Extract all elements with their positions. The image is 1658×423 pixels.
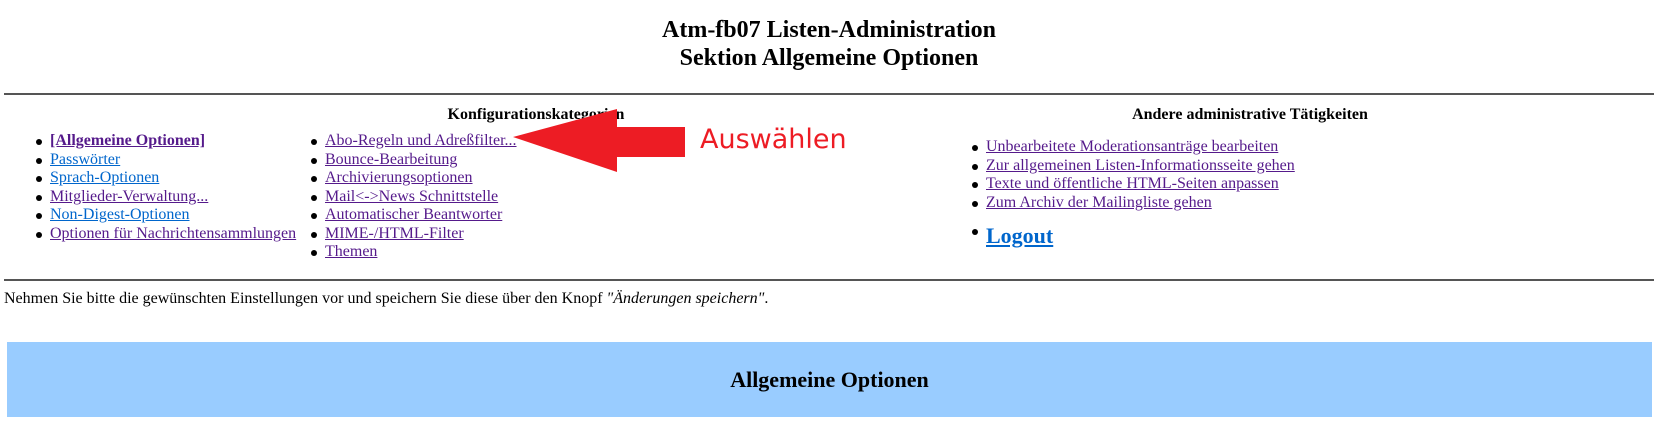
link-moderation[interactable]: Unbearbeitete Moderationsanträge bearbei… [986, 138, 1279, 155]
link-general-options[interactable]: [Allgemeine Optionen] [50, 132, 206, 149]
divider [4, 93, 1654, 95]
list-item: Mail<->News Schnittstelle [311, 188, 517, 207]
link-archive[interactable]: Archivierungsoptionen [325, 169, 473, 186]
link-passwords[interactable]: Passwörter [50, 150, 121, 168]
annotation-label: Auswählen [700, 124, 847, 155]
list-item: Sprach-Optionen [36, 169, 296, 188]
note-emphasis: "Änderungen speichern" [606, 290, 765, 307]
list-item: Passwörter [36, 151, 296, 170]
link-digest[interactable]: Optionen für Nachrichtensammlungen [50, 224, 297, 242]
note-end: . [764, 290, 769, 307]
config-left-list: [Allgemeine Optionen] Passwörter Sprach-… [36, 132, 296, 243]
link-archive-view[interactable]: Zum Archiv der Mailingliste gehen [986, 193, 1212, 211]
divider [4, 279, 1654, 281]
link-listinfo[interactable]: Zur allgemeinen Listen-Informationsseite… [986, 156, 1295, 174]
other-heading: Andere administrative Tätigkeiten [1132, 106, 1368, 123]
list-item: Themen [311, 243, 517, 262]
link-bounce[interactable]: Bounce-Bearbeitung [325, 150, 458, 168]
config-right-list: Abo-Regeln und Adreßfilter... Bounce-Bea… [311, 132, 517, 262]
list-item: MIME-/HTML-Filter [311, 225, 517, 244]
arrow-shape [513, 109, 685, 172]
note-text: Nehmen Sie bitte die gewünschten Einstel… [4, 290, 607, 307]
list-item: [Allgemeine Optionen] [36, 132, 296, 151]
list-item: Unbearbeitete Moderationsanträge bearbei… [972, 138, 1490, 157]
list-item: Texte und öffentliche HTML-Seiten anpass… [972, 175, 1490, 194]
logout-link[interactable]: Logout [986, 223, 1054, 248]
link-gateway[interactable]: Mail<->News Schnittstelle [325, 187, 499, 205]
link-mime[interactable]: MIME-/HTML-Filter [325, 224, 464, 242]
link-members[interactable]: Mitglieder-Verwaltung... [50, 187, 209, 205]
list-item: Mitglieder-Verwaltung... [36, 188, 296, 207]
list-item: Bounce-Bearbeitung [311, 151, 517, 170]
list-item: Zur allgemeinen Listen-Informationsseite… [972, 157, 1490, 176]
config-heading: Konfigurationskategorien [447, 106, 625, 123]
other-list: Unbearbeitete Moderationsanträge bearbei… [972, 138, 1490, 253]
list-item: Zum Archiv der Mailingliste gehen [972, 194, 1490, 213]
list-item: Abo-Regeln und Adreßfilter... [311, 132, 517, 151]
link-privacy[interactable]: Abo-Regeln und Adreßfilter... [325, 132, 517, 149]
subtitle: Sektion Allgemeine Optionen [679, 45, 979, 71]
list-item: Optionen für Nachrichtensammlungen [36, 225, 296, 244]
link-edit-html[interactable]: Texte und öffentliche HTML-Seiten anpass… [986, 175, 1279, 192]
red-arrow-icon [513, 109, 685, 172]
link-topics[interactable]: Themen [325, 243, 378, 260]
link-language[interactable]: Sprach-Optionen [50, 169, 160, 186]
page-title: Atm-fb07 Listen-Administration Sektion Al… [0, 16, 1658, 72]
list-item: Non-Digest-Optionen [36, 206, 296, 225]
link-autoreply[interactable]: Automatischer Beantworter [325, 206, 503, 223]
list-item: Automatischer Beantworter [311, 206, 517, 225]
title: Atm-fb07 Listen-Administration [662, 17, 996, 43]
section-header: Allgemeine Optionen [7, 342, 1652, 417]
instruction-text: Nehmen Sie bitte die gewünschten Einstel… [4, 290, 768, 308]
link-nondigest[interactable]: Non-Digest-Optionen [50, 206, 190, 223]
list-item: Logout [972, 222, 1490, 253]
list-item: Archivierungsoptionen [311, 169, 517, 188]
other-tasks: Andere administrative Tätigkeiten Unbear… [972, 106, 1490, 253]
